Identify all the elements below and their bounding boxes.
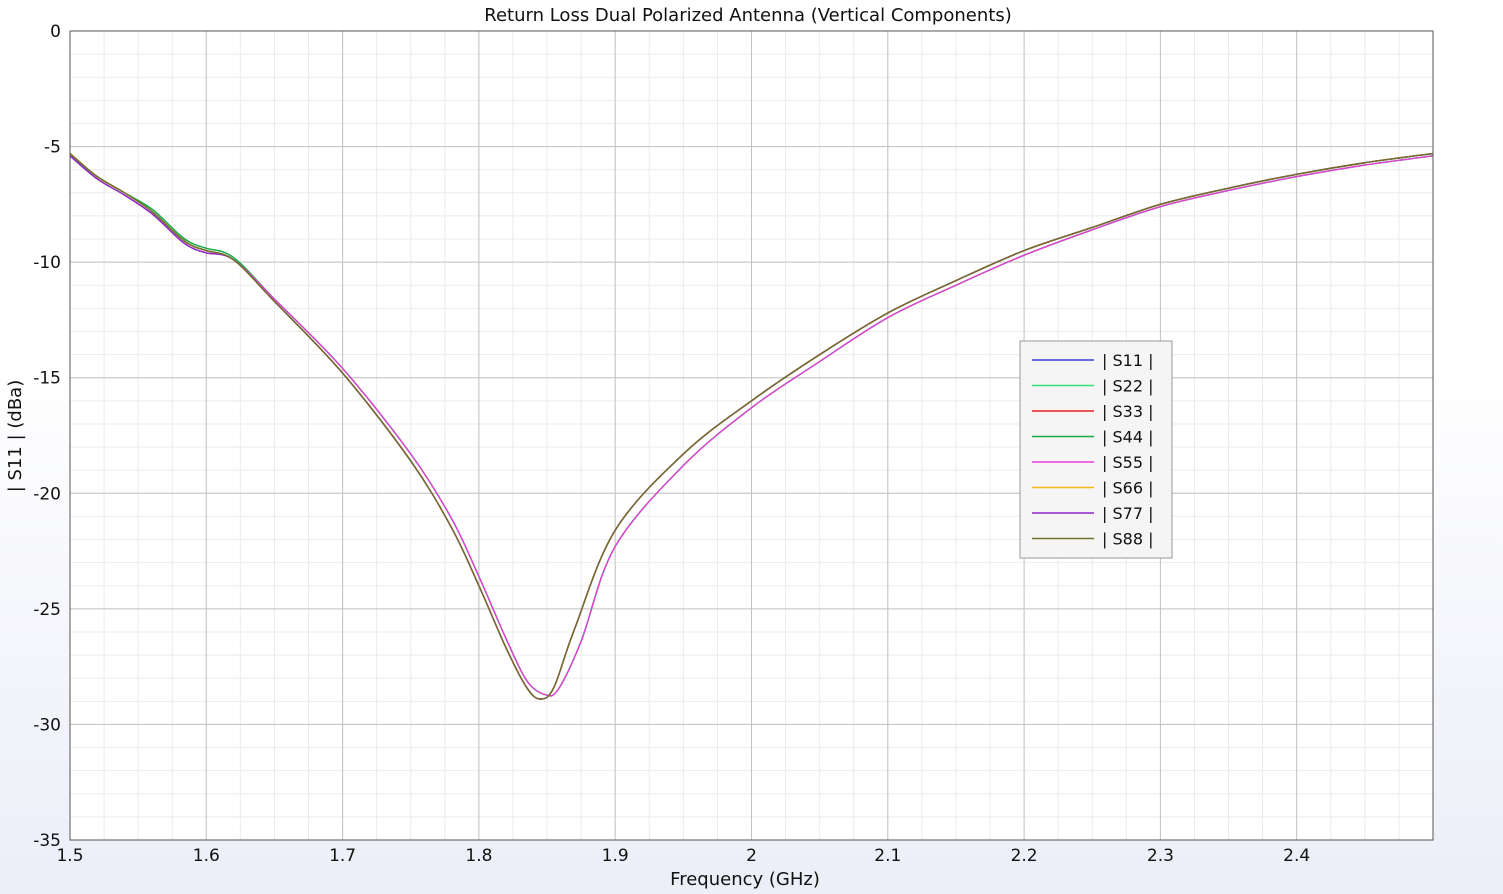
chart-title: Return Loss Dual Polarized Antenna (Vert… <box>484 5 1011 26</box>
x-tick-label: 2.2 <box>1011 846 1038 866</box>
x-tick-label: 1.7 <box>329 846 356 866</box>
x-tick-label: 1.5 <box>56 846 83 866</box>
x-tick-label: 2.3 <box>1147 846 1174 866</box>
y-tick-label: -35 <box>33 831 61 851</box>
x-axis-label: Frequency (GHz) <box>670 869 820 890</box>
y-tick-label: -30 <box>33 715 61 735</box>
y-tick-label: -15 <box>33 369 61 389</box>
x-tick-label: 2.1 <box>874 846 901 866</box>
legend-entry: | S77 | <box>1102 504 1153 523</box>
y-tick-label: -10 <box>33 253 61 273</box>
y-axis-label: | S11 | (dBa) <box>5 380 26 492</box>
y-tick-label: -25 <box>33 600 61 620</box>
legend-entry: | S22 | <box>1102 377 1153 396</box>
legend-entry: | S44 | <box>1102 428 1153 447</box>
legend-entry: | S33 | <box>1102 402 1153 421</box>
x-tick-label: 1.8 <box>465 846 492 866</box>
legend: | S11 | | S22 | | S33 | | S44 | | S55 | | S66… <box>1019 340 1173 559</box>
series-line-s88 <box>69 152 1434 700</box>
y-tick-label: 0 <box>50 22 61 42</box>
x-tick-labels: 1.5 1.6 1.7 1.8 1.9 2 2.1 2.2 2.3 2.4 <box>56 846 1310 866</box>
legend-entry: | S11 | <box>1102 351 1153 370</box>
series-layer <box>69 152 1434 700</box>
legend-entry: | S66 | <box>1102 479 1153 498</box>
y-tick-label: -20 <box>33 484 61 504</box>
x-tick-label: 1.6 <box>193 846 220 866</box>
y-tick-labels: 0 -5 -10 -15 -20 -25 -30 -35 <box>33 22 61 851</box>
plot-frame <box>69 30 1434 841</box>
legend-entry: | S55 | <box>1102 453 1153 472</box>
y-tick-label: -5 <box>44 138 61 158</box>
x-tick-label: 1.9 <box>602 846 629 866</box>
legend-entry: | S88 | <box>1102 530 1153 549</box>
legend-box <box>1019 340 1173 559</box>
x-tick-label: 2.4 <box>1283 846 1310 866</box>
x-tick-label: 2 <box>746 846 757 866</box>
